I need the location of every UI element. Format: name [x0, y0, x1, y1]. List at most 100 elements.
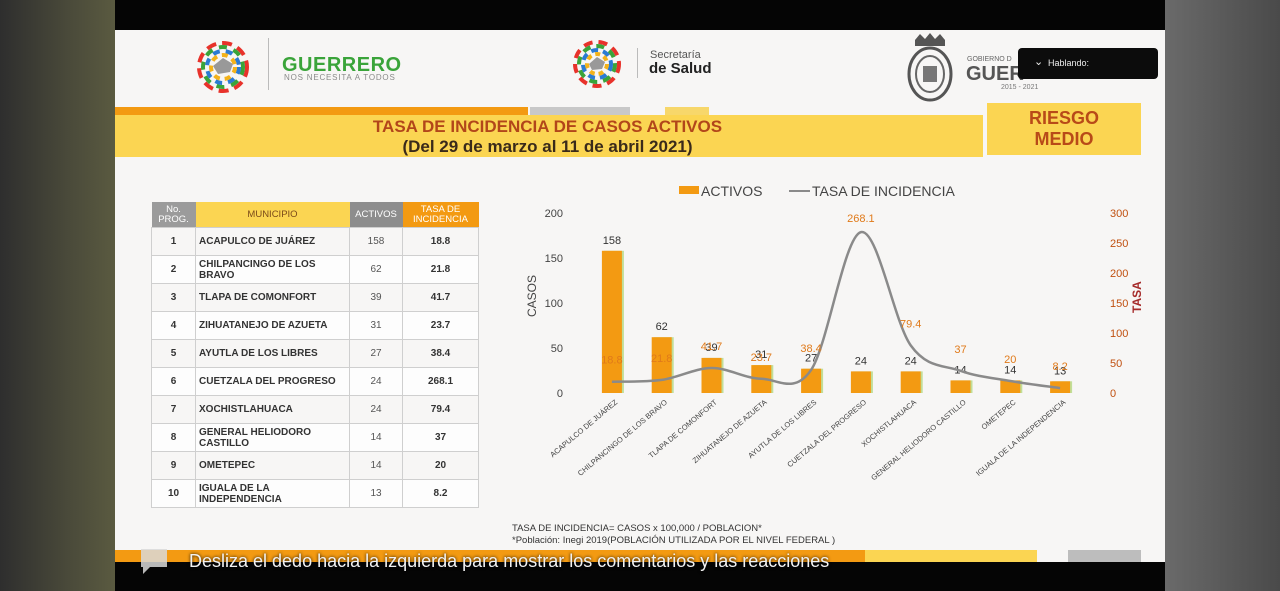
x-tick-label: OMETEPEC: [980, 397, 1018, 431]
speaking-indicator[interactable]: ⌄ Hablando:: [1018, 48, 1158, 79]
guerrero-title: GUERRERO: [282, 54, 402, 76]
y2-tick-label: 150: [1110, 298, 1128, 310]
state-seal-icon: [907, 33, 953, 102]
accent-stripe: [115, 107, 528, 115]
legend-swatch-activos: [679, 186, 699, 194]
x-tick-label: CHILPANCINGO DE LOS BRAVO: [576, 398, 669, 478]
row-tasa: 21.8: [402, 255, 479, 284]
row-municipio: TLAPA DE COMONFORT: [195, 283, 350, 312]
top-letterbox: [115, 0, 1165, 30]
table-row: 4 ZIHUATANEJO DE AZUETA 31 23.7: [151, 311, 479, 340]
table-row: 1 ACAPULCO DE JUÁREZ 158 18.8: [151, 227, 479, 256]
row-activos: 13: [349, 479, 403, 508]
municipality-table: No. PROG. MUNICIPIO ACTIVOS TASA DE INCI…: [151, 202, 479, 508]
row-tasa: 20: [402, 451, 479, 480]
bar-value-label: 14: [1004, 364, 1016, 376]
row-municipio: GENERAL HELIODORO CASTILLO: [195, 423, 350, 452]
comment-bubble-icon[interactable]: [138, 546, 170, 576]
row-tasa: 79.4: [402, 395, 479, 424]
y-axis-title: CASOS: [525, 275, 539, 317]
guerrero-subtitle: NOS NECESITA A TODOS: [284, 73, 396, 82]
row-municipio: ACAPULCO DE JUÁREZ: [195, 227, 350, 256]
presentation-slide: GUERRERO NOS NECESITA A TODOS Secretaría…: [115, 30, 1165, 562]
row-activos: 27: [349, 339, 403, 368]
accent-stripe: [665, 107, 709, 115]
header-no: No. PROG.: [151, 202, 196, 228]
y2-tick-label: 0: [1110, 388, 1116, 400]
table-row: 10 IGUALA DE LA INDEPENDENCIA 13 8.2: [151, 479, 479, 508]
bar-value-label: 24: [855, 355, 867, 367]
incidence-chart: ACTIVOS TASA DE INCIDENCIA 0 50 100 150 200 0 50…: [525, 183, 1144, 483]
line-value-label: 21.8: [651, 353, 672, 365]
blurred-background-right: [1165, 0, 1280, 591]
y-tick-label: 0: [557, 388, 563, 400]
header-divider: [268, 38, 269, 90]
line-value-label: 23.7: [751, 352, 772, 364]
speaking-label: Hablando:: [1048, 58, 1090, 68]
secretaria-label: Secretaría: [650, 49, 701, 61]
row-tasa: 18.8: [402, 227, 479, 256]
table-row: 8 GENERAL HELIODORO CASTILLO 14 37: [151, 423, 479, 452]
header-municipio: MUNICIPIO: [195, 202, 350, 228]
bar-activos: [950, 380, 971, 393]
row-tasa: 38.4: [402, 339, 479, 368]
table-row: 3 TLAPA DE COMONFORT 39 41.7: [151, 283, 479, 312]
row-municipio: ZIHUATANEJO DE AZUETA: [195, 311, 350, 340]
table-row: 9 OMETEPEC 14 20: [151, 451, 479, 480]
line-value-label: 79.4: [900, 318, 921, 330]
y2-tick-label: 250: [1110, 238, 1128, 250]
row-municipio: CHILPANCINGO DE LOS BRAVO: [195, 255, 350, 284]
bar-activos: [601, 250, 622, 393]
row-number: 1: [151, 227, 196, 256]
row-number: 10: [151, 479, 196, 508]
row-number: 3: [151, 283, 196, 312]
row-activos: 24: [349, 395, 403, 424]
line-value-label: 8.2: [1052, 361, 1067, 373]
risk-level: MEDIO: [1034, 129, 1094, 149]
bar-value-label: 39: [705, 342, 717, 354]
risk-label: RIESGO: [1028, 108, 1099, 128]
swipe-hint-caption: Desliza el dedo hacia la izquierda para …: [189, 551, 830, 571]
gobierno-years: 2015 - 2021: [1001, 84, 1039, 91]
row-municipio: XOCHISTLAHUACA: [195, 395, 350, 424]
blurred-background-left: [0, 0, 115, 591]
row-tasa: 41.7: [402, 283, 479, 312]
risk-badge: RIESGO MEDIO: [987, 103, 1141, 155]
gobierno-state-name: GUER: [966, 63, 1024, 85]
line-value-label: 37: [954, 344, 966, 356]
row-municipio: OMETEPEC: [195, 451, 350, 480]
y2-axis-title: TASA: [1130, 281, 1144, 313]
line-value-label: 268.1: [847, 213, 875, 225]
y2-tick-label: 100: [1110, 328, 1128, 340]
row-municipio: CUETZALA DEL PROGRESO: [195, 367, 350, 396]
header-tasa: TASA DE INCIDENCIA: [402, 202, 479, 228]
slide-date-range: (Del 29 de marzo al 11 de abril 2021): [402, 137, 693, 156]
row-number: 9: [151, 451, 196, 480]
title-band: [115, 115, 983, 157]
bar-value-label: 62: [656, 321, 668, 333]
line-value-label: 18.8: [601, 355, 622, 367]
bar-activos: [801, 368, 822, 393]
bar-activos: [701, 357, 722, 393]
legend-label-activos: ACTIVOS: [701, 183, 762, 199]
y-tick-label: 150: [545, 253, 563, 265]
row-activos: 158: [349, 227, 403, 256]
row-tasa: 8.2: [402, 479, 479, 508]
footer-stripe: [1068, 550, 1141, 562]
y-tick-label: 200: [545, 208, 563, 220]
header-activos: ACTIVOS: [349, 202, 403, 228]
tasa-line: [611, 230, 1061, 390]
x-tick-label: IGUALA DE LA INDEPENDENCIA: [974, 398, 1067, 478]
table-header-row: No. PROG. MUNICIPIO ACTIVOS TASA DE INCI…: [151, 202, 479, 228]
x-tick-label: GENERAL HELIODORO CASTILLO: [869, 398, 968, 483]
table-row: 6 CUETZALA DEL PROGRESO 24 268.1: [151, 367, 479, 396]
line-value-label: 41.7: [701, 341, 722, 353]
row-number: 2: [151, 255, 196, 284]
salud-label: de Salud: [649, 60, 712, 77]
row-activos: 14: [349, 423, 403, 452]
bar-activos: [900, 371, 921, 393]
chevron-down-icon[interactable]: ⌄: [1034, 56, 1044, 68]
row-number: 7: [151, 395, 196, 424]
bar-activos: [651, 337, 672, 393]
row-activos: 24: [349, 367, 403, 396]
